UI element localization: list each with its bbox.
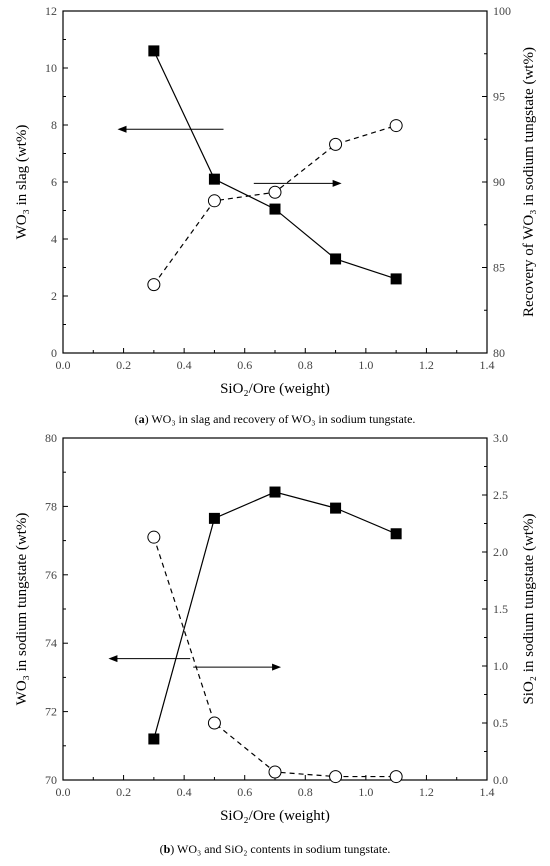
y-left-tick-label-a: 6 — [51, 175, 57, 189]
y-right-tick-label-a: 80 — [493, 346, 505, 360]
y-right-axis-title-b: SiO₂ in sodium tungstate (wt%) — [521, 513, 537, 704]
data-point-circle-a — [268, 185, 282, 199]
y-right-tick-label-a: 85 — [493, 261, 505, 275]
y-right-tick-label-b: 1.5 — [493, 602, 508, 616]
y-left-tick-label-b: 76 — [45, 568, 57, 582]
x-tick-label-a: 0.4 — [177, 358, 192, 372]
data-point-square-b — [208, 512, 220, 524]
x-tick-label-b: 1.2 — [419, 785, 434, 799]
caption-b-letter: b — [163, 842, 171, 856]
indicator-arrow-head-b-1 — [108, 655, 118, 663]
y-right-axis-title-a: Recovery of WO₃ in sodium tungstate (wt%… — [521, 47, 537, 317]
y-left-tick-label-a: 4 — [51, 232, 57, 246]
data-point-circle-b — [207, 716, 221, 730]
indicator-arrow-head-a-2 — [332, 179, 342, 187]
x-tick-label-b: 0.6 — [237, 785, 252, 799]
y-left-axis-title-b: WO₃ in sodium tungstate (wt%) — [14, 513, 30, 706]
data-point-square-b — [269, 486, 281, 498]
chart-panel-a: 0.0 0.2 0.4 0.6 0.8 1.0 1.2 1.4 0 2 4 6 8 10 12 80 85 90 9… — [14, 4, 537, 397]
y-left-tick-label-b: 78 — [45, 499, 57, 513]
y-right-tick-label-a: 95 — [493, 90, 505, 104]
data-point-square-a — [330, 253, 342, 265]
data-point-circle-b — [389, 770, 403, 784]
indicator-arrow-head-b-2 — [272, 663, 282, 671]
x-tick-label-b: 0.2 — [116, 785, 131, 799]
y-left-tick-label-a: 2 — [51, 289, 57, 303]
y-left-axis-title-a: WO₃ in slag (wt%) — [14, 125, 30, 240]
x-tick-label-b: 0.4 — [177, 785, 192, 799]
y-right-tick-label-b: 1.0 — [493, 659, 508, 673]
data-point-square-b — [390, 528, 402, 540]
x-tick-label-b: 0.0 — [56, 785, 71, 799]
caption-a-letter: a — [138, 412, 145, 426]
y-left-tick-label-a: 0 — [51, 346, 57, 360]
y-right-tick-label-b: 2.0 — [493, 545, 508, 559]
chart-panel-b: 0.0 0.2 0.4 0.6 0.8 1.0 1.2 1.4 70 72 74 76 78 80 0.0 0… — [14, 431, 537, 824]
x-tick-label-a: 0.2 — [116, 358, 131, 372]
x-tick-label-b: 1.0 — [358, 785, 373, 799]
caption-b: (b) WO₃ and SiO₂ contents in sodium tung… — [159, 842, 391, 856]
x-tick-label-a: 0.8 — [298, 358, 313, 372]
data-point-circle-a — [207, 194, 221, 208]
x-axis-title-b: SiO₂/Ore (weight) — [220, 808, 330, 824]
x-tick-label-a: 1.2 — [419, 358, 434, 372]
caption-a: (a) WO₃ in slag and recovery of WO₃ in s… — [134, 412, 416, 426]
data-point-square-a — [208, 173, 220, 185]
y-left-tick-label-b: 74 — [45, 636, 57, 650]
y-right-tick-label-a: 90 — [493, 175, 505, 189]
x-tick-label-a: 0.0 — [56, 358, 71, 372]
y-left-tick-label-b: 72 — [45, 705, 57, 719]
x-tick-label-a: 1.0 — [358, 358, 373, 372]
data-point-square-b — [148, 733, 160, 745]
data-point-square-b — [330, 502, 342, 514]
series-line-b-1 — [153, 491, 397, 740]
y-right-tick-label-b: 0.0 — [493, 773, 508, 787]
data-point-square-a — [390, 273, 402, 285]
caption-b-text: WO₃ and SiO₂ contents in sodium tungstat… — [177, 842, 391, 856]
data-point-circle-b — [147, 530, 161, 544]
series-line-b-2 — [153, 536, 397, 778]
y-right-tick-label-b: 2.5 — [493, 488, 508, 502]
data-point-circle-a — [147, 278, 161, 292]
y-left-tick-label-a: 10 — [45, 61, 57, 75]
y-left-tick-label-a: 8 — [51, 118, 57, 132]
y-right-tick-label-a: 100 — [493, 4, 511, 18]
data-point-circle-b — [329, 770, 343, 784]
plot-frame-a — [62, 10, 488, 354]
data-point-square-a — [269, 203, 281, 215]
data-point-circle-a — [389, 119, 403, 133]
x-axis-title-a: SiO₂/Ore (weight) — [220, 381, 330, 397]
caption-a-text: WO₃ in slag and recovery of WO₃ in sodiu… — [151, 412, 416, 426]
y-right-tick-label-b: 3.0 — [493, 431, 508, 445]
x-tick-label-a: 1.4 — [480, 358, 495, 372]
indicator-arrow-head-a-1 — [117, 125, 127, 133]
y-left-tick-label-b: 70 — [45, 773, 57, 787]
x-tick-label-a: 0.6 — [237, 358, 252, 372]
series-line-a-1 — [153, 50, 397, 280]
x-tick-label-b: 0.8 — [298, 785, 313, 799]
x-tick-label-b: 1.4 — [480, 785, 495, 799]
y-left-tick-label-b: 80 — [45, 431, 57, 445]
data-point-circle-a — [329, 137, 343, 151]
y-right-tick-label-b: 0.5 — [493, 716, 508, 730]
data-point-square-a — [148, 45, 160, 57]
y-left-tick-label-a: 12 — [45, 4, 57, 18]
data-point-circle-b — [268, 765, 282, 779]
